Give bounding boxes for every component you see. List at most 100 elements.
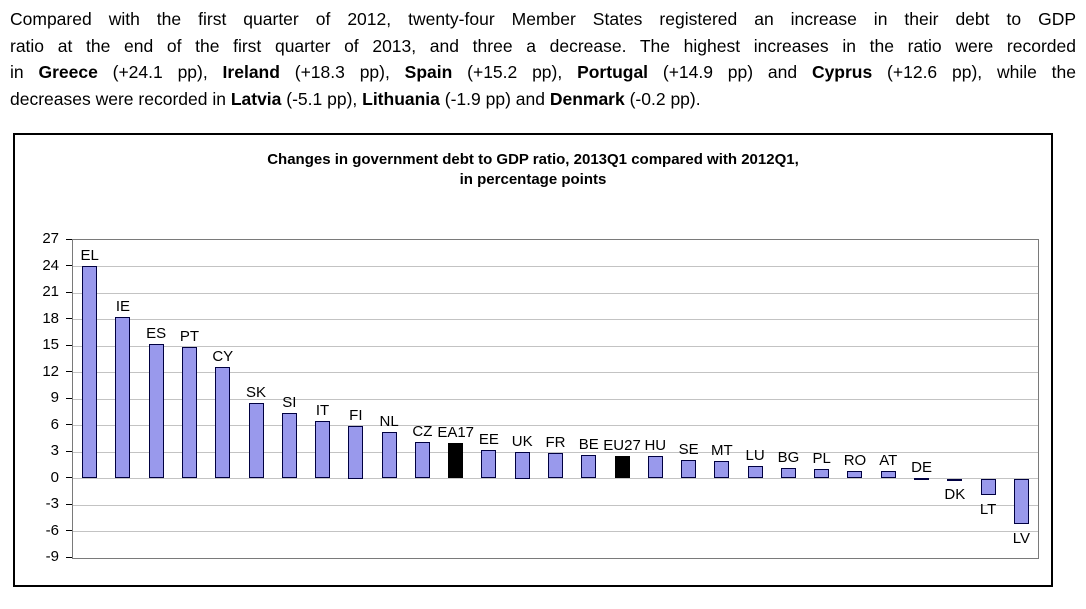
y-axis-label: -9 bbox=[45, 548, 59, 565]
bar-EU27 bbox=[614, 455, 630, 479]
intro-text: in bbox=[10, 62, 39, 82]
bar-label-EE: EE bbox=[478, 431, 499, 449]
bar-FR bbox=[548, 452, 563, 479]
intro-text: Compared with the first quarter of 2012,… bbox=[10, 9, 1076, 29]
bar-SE bbox=[681, 459, 697, 479]
bar-label-DE: DE bbox=[911, 458, 932, 476]
chart-title: Changes in government debt to GDP ratio,… bbox=[15, 150, 1051, 190]
bar-HU bbox=[647, 456, 663, 479]
bar-label-HU: HU bbox=[644, 437, 667, 455]
bar-CZ bbox=[414, 442, 430, 479]
y-axis-tick bbox=[66, 397, 72, 399]
y-axis-label: 6 bbox=[50, 415, 59, 433]
bar-label-BE: BE bbox=[578, 435, 599, 453]
bar-DE bbox=[914, 477, 930, 481]
bar-FI bbox=[348, 425, 364, 479]
intro-line: decreases were recorded in Latvia (-5.1 … bbox=[10, 86, 1076, 113]
country-name: Spain bbox=[404, 62, 453, 82]
bar-RO bbox=[847, 470, 863, 479]
bar-IT bbox=[315, 421, 331, 479]
bar-LV bbox=[1013, 478, 1029, 524]
bar-label-LT: LT bbox=[979, 501, 997, 519]
country-name: Portugal bbox=[577, 62, 649, 82]
y-axis-label: 27 bbox=[42, 230, 59, 247]
bar-label-LV: LV bbox=[1012, 529, 1030, 547]
y-axis-tick bbox=[66, 238, 72, 240]
y-axis-tick bbox=[66, 344, 72, 346]
gridline bbox=[73, 504, 1038, 506]
bar-SI bbox=[281, 413, 297, 479]
y-axis-label: 0 bbox=[50, 468, 59, 486]
bar-EE bbox=[481, 450, 497, 479]
bar-label-AT: AT bbox=[879, 452, 898, 470]
bar-label-DK: DK bbox=[944, 486, 966, 504]
gridline bbox=[73, 425, 1038, 426]
bar-label-SE: SE bbox=[678, 440, 699, 458]
country-name: Cyprus bbox=[811, 62, 873, 82]
y-axis-label: 12 bbox=[42, 362, 59, 380]
bar-label-EU27: EU27 bbox=[603, 436, 641, 454]
bar-label-PL: PL bbox=[812, 449, 831, 467]
bar-label-BG: BG bbox=[777, 448, 800, 466]
plot-area: EL IE ES PT CY SK SI IT FI NL CZ EA17 EE UK FR BE EU27 HU… bbox=[72, 239, 1039, 559]
bar-MT bbox=[714, 460, 730, 479]
country-name: Greece bbox=[38, 62, 98, 82]
bar-label-CY: CY bbox=[212, 348, 234, 366]
intro-text: (-1.9 pp) and bbox=[439, 88, 550, 109]
y-axis-tick bbox=[66, 318, 72, 319]
intro-text: (+14.9 pp) and bbox=[648, 62, 812, 82]
intro-line: ratio at the end of the first quarter of… bbox=[10, 33, 1076, 60]
bar-BG bbox=[780, 467, 796, 479]
bar-IE bbox=[115, 316, 131, 479]
bar-label-PT: PT bbox=[179, 327, 200, 345]
y-axis-label: 21 bbox=[42, 283, 59, 300]
y-axis-label: 9 bbox=[50, 389, 59, 406]
bar-CY bbox=[215, 367, 231, 479]
intro-text: decreases were recorded in bbox=[10, 88, 231, 109]
country-name: Denmark bbox=[549, 88, 625, 109]
y-axis-tick bbox=[66, 450, 72, 452]
y-axis-label: -3 bbox=[45, 495, 59, 512]
y-axis-tick bbox=[66, 371, 72, 372]
bar-label-SI: SI bbox=[282, 394, 297, 412]
y-axis-tick bbox=[66, 291, 72, 293]
y-axis-tick bbox=[66, 424, 72, 425]
intro-line: Compared with the first quarter of 2012,… bbox=[10, 6, 1076, 33]
bar-label-ES: ES bbox=[146, 325, 167, 343]
country-name: Latvia bbox=[230, 88, 282, 109]
gridline bbox=[73, 478, 1038, 479]
intro-paragraph: Compared with the first quarter of 2012,… bbox=[10, 6, 1076, 112]
y-axis-label: 15 bbox=[42, 336, 59, 353]
chart-title-line2: in percentage points bbox=[459, 171, 607, 188]
bar-LT bbox=[980, 478, 996, 496]
bar-UK bbox=[514, 452, 530, 479]
bar-EL bbox=[82, 265, 98, 479]
gridline bbox=[73, 292, 1038, 294]
chart-title-line1: Changes in government debt to GDP ratio,… bbox=[267, 151, 799, 168]
bar-label-MT: MT bbox=[711, 441, 733, 459]
intro-text: (-0.2 pp). bbox=[624, 88, 701, 109]
gridline bbox=[73, 451, 1038, 453]
bar-label-FI: FI bbox=[349, 406, 363, 424]
bar-DK bbox=[947, 478, 963, 481]
intro-line: in Greece (+24.1 pp), Ireland (+18.3 pp)… bbox=[10, 59, 1076, 86]
bar-label-SK: SK bbox=[246, 384, 267, 402]
bar-label-EA17: EA17 bbox=[437, 424, 475, 442]
intro-text: (-5.1 pp), bbox=[281, 88, 363, 109]
bar-label-EL: EL bbox=[80, 246, 99, 264]
chart-panel: Changes in government debt to GDP ratio,… bbox=[13, 133, 1053, 587]
country-name: Lithuania bbox=[362, 88, 440, 109]
bar-BE bbox=[581, 454, 597, 479]
y-axis-label: 3 bbox=[50, 442, 59, 459]
y-axis-label: -6 bbox=[45, 521, 59, 539]
y-axis-tick bbox=[66, 556, 72, 558]
country-name: Ireland bbox=[222, 62, 280, 82]
intro-text: (+12.6 pp), while the bbox=[872, 62, 1076, 82]
y-axis-tick bbox=[66, 503, 72, 505]
intro-text: (+24.1 pp), bbox=[97, 62, 223, 82]
y-axis-label: 24 bbox=[42, 256, 59, 274]
bar-label-LU: LU bbox=[745, 447, 765, 465]
bar-SK bbox=[248, 403, 264, 479]
bar-LU bbox=[747, 466, 763, 479]
y-axis-tick bbox=[66, 530, 72, 531]
